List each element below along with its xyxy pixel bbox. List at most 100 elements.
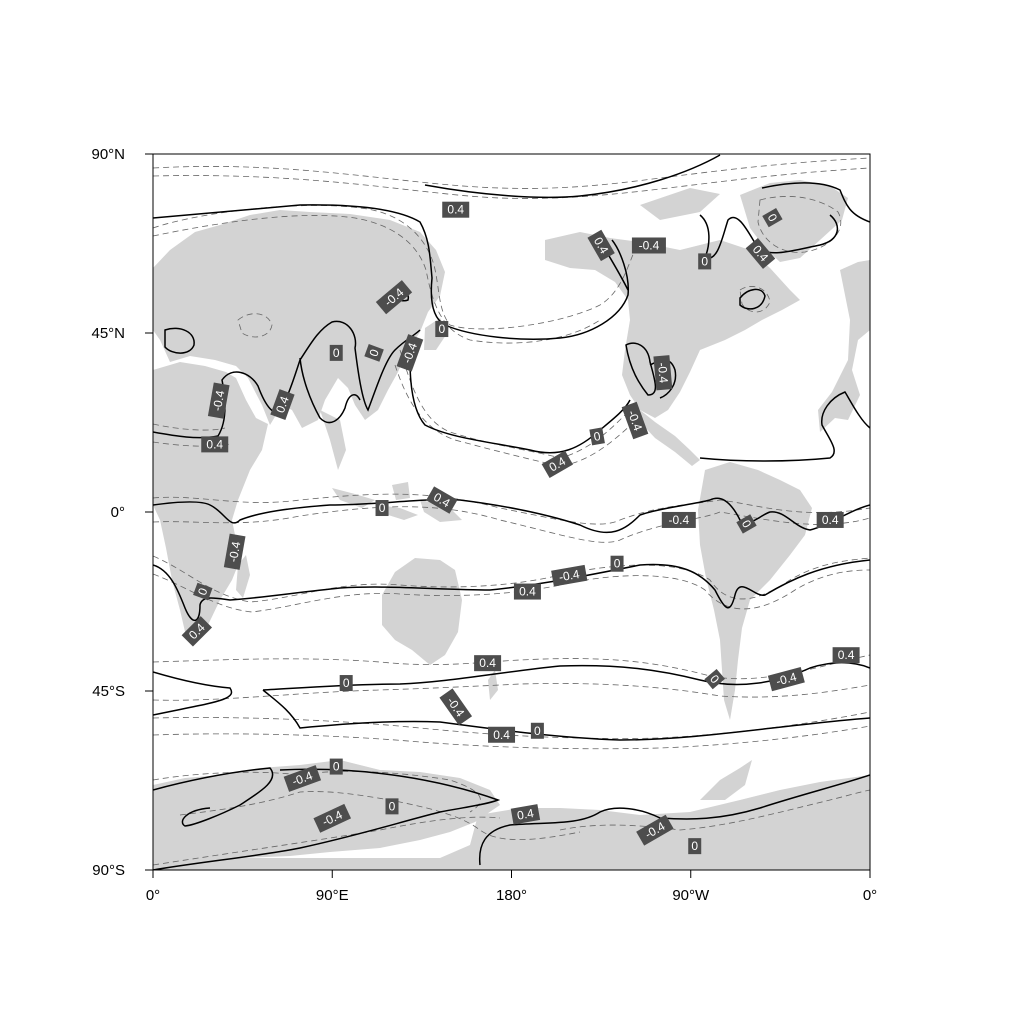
contour-label: 0.4: [426, 486, 458, 514]
contour-label: 0.4: [488, 726, 516, 743]
contour-label: -0.4: [653, 355, 673, 391]
dashed-contour: [153, 654, 870, 680]
zero-contour: [478, 774, 870, 866]
contour-label-box: [762, 208, 783, 228]
dashed-contour: [559, 789, 870, 831]
contour-label-text: 0.4: [838, 648, 855, 662]
contour-label-text: 0.4: [447, 203, 464, 217]
contour-label-box: [396, 334, 424, 372]
contour-label-text: 0: [366, 347, 382, 358]
contour-label-box: [181, 616, 213, 647]
contour-label-text: 0.4: [479, 656, 496, 670]
zero-contour: [761, 182, 870, 223]
lon-tick-label: 90°E: [316, 887, 349, 904]
dashed-contour: [153, 816, 501, 866]
map-plot-area: 0.4 0.4 -0.4 0 0 0.4 -0.4 0 0 0 -0.4 -0.4 0.4 0.4 -0.4…: [153, 154, 870, 870]
contour-label: 0.4: [832, 647, 860, 664]
contour-label-text: 0.4: [206, 437, 223, 451]
zero-contour: [153, 768, 501, 870]
contour-label-text: 0: [195, 586, 211, 597]
zero-contour: [153, 559, 870, 622]
contour-label-text: -0.4: [668, 513, 689, 527]
land-eurasia: [153, 210, 445, 428]
contour-label: 0.4: [181, 616, 213, 647]
contour-label-box: [653, 355, 673, 391]
contour-label-box: [385, 798, 399, 815]
lat-tick-label: 90°S: [92, 862, 125, 879]
lon-tick-label: 0°: [146, 887, 160, 904]
land-masses: [153, 180, 870, 870]
contour-label-text: -0.4: [655, 362, 671, 384]
dashed-contour: [153, 423, 226, 431]
zero-contour: [262, 662, 870, 691]
contour-label-text: 0: [343, 676, 350, 690]
contour-label: -0.4: [207, 382, 230, 419]
contour-label-box: [488, 726, 516, 743]
contour-label-box: [541, 450, 573, 478]
contour-labels: 0.4 0.4 -0.4 0 0 0.4 -0.4 0 0 0 -0.4 -0.4 0.4 0.4 -0.4…: [181, 201, 860, 855]
zero-contour: [153, 204, 629, 340]
zero-contour: [299, 357, 361, 424]
contour-label-text: 0: [379, 501, 386, 515]
contour-label-text: 0.4: [519, 585, 536, 599]
contour-label-box: [193, 582, 213, 601]
contour-label-box: [631, 237, 666, 254]
contour-label-box: [636, 814, 674, 846]
longitude-axis: 0° 90°E 180° 90°W 0°: [146, 870, 877, 904]
zero-contour: [739, 288, 766, 310]
land-australia: [382, 558, 462, 665]
contour-label-text: -0.4: [775, 670, 799, 689]
contour-label-box: [435, 321, 449, 338]
zero-contour: [699, 391, 870, 462]
contour-label-text: 0: [701, 254, 708, 268]
lon-tick-label: 180°: [496, 887, 527, 904]
contour-label-box: [201, 436, 229, 453]
contour-label-box: [610, 555, 624, 572]
contour-label: -0.4: [551, 564, 588, 587]
contour-label: 0.4: [816, 511, 844, 528]
contour-label: 0: [435, 321, 449, 338]
contour-label-box: [339, 675, 353, 692]
contour-label-text: -0.4: [558, 567, 581, 584]
contour-label: 0: [704, 668, 725, 690]
contour-label-box: [745, 237, 776, 269]
contour-label: -0.4: [283, 765, 322, 792]
land-central-america: [640, 410, 700, 466]
contour-label-box: [621, 401, 649, 440]
contour-label-box: [816, 511, 844, 528]
lon-tick-label: 90°W: [672, 887, 710, 904]
dashed-contour: [394, 364, 637, 467]
contour-label: -0.4: [396, 334, 424, 372]
contour-label: -0.4: [631, 237, 666, 254]
contour-label: 0: [193, 582, 213, 601]
contour-label-box: [364, 344, 384, 362]
contour-label-text: 0: [691, 839, 698, 853]
contour-label: 0.4: [442, 201, 470, 218]
contour-label-box: [510, 804, 541, 825]
land-indonesia: [332, 482, 462, 522]
contour-label: 0.4: [474, 655, 502, 672]
contour-label: 0: [385, 798, 399, 815]
lat-tick-label: 0°: [111, 504, 125, 521]
contour-label-box: [442, 201, 470, 218]
contour-label: 0.4: [587, 229, 615, 262]
contour-label: -0.4: [661, 511, 696, 528]
contour-label-text: -0.4: [210, 389, 227, 412]
contour-label-box: [474, 655, 502, 672]
contour-label: 0: [329, 344, 343, 361]
contour-label-box: [375, 500, 389, 517]
land-arctic-islands: [640, 188, 720, 220]
land-antarctic-peninsula: [700, 760, 752, 800]
contour-label-box: [223, 533, 246, 570]
lon-tick-label: 0°: [863, 887, 877, 904]
lat-tick-label: 45°N: [91, 325, 125, 342]
zero-contour: [625, 342, 657, 396]
contour-label: 0: [329, 758, 343, 775]
contour-label-text: 0: [614, 557, 621, 571]
contour-label: 0: [688, 838, 702, 855]
contour-label-box: [283, 765, 322, 792]
contour-label-box: [587, 229, 615, 262]
contour-label: 0.4: [541, 450, 573, 478]
contour-label: 0.4: [513, 583, 541, 600]
